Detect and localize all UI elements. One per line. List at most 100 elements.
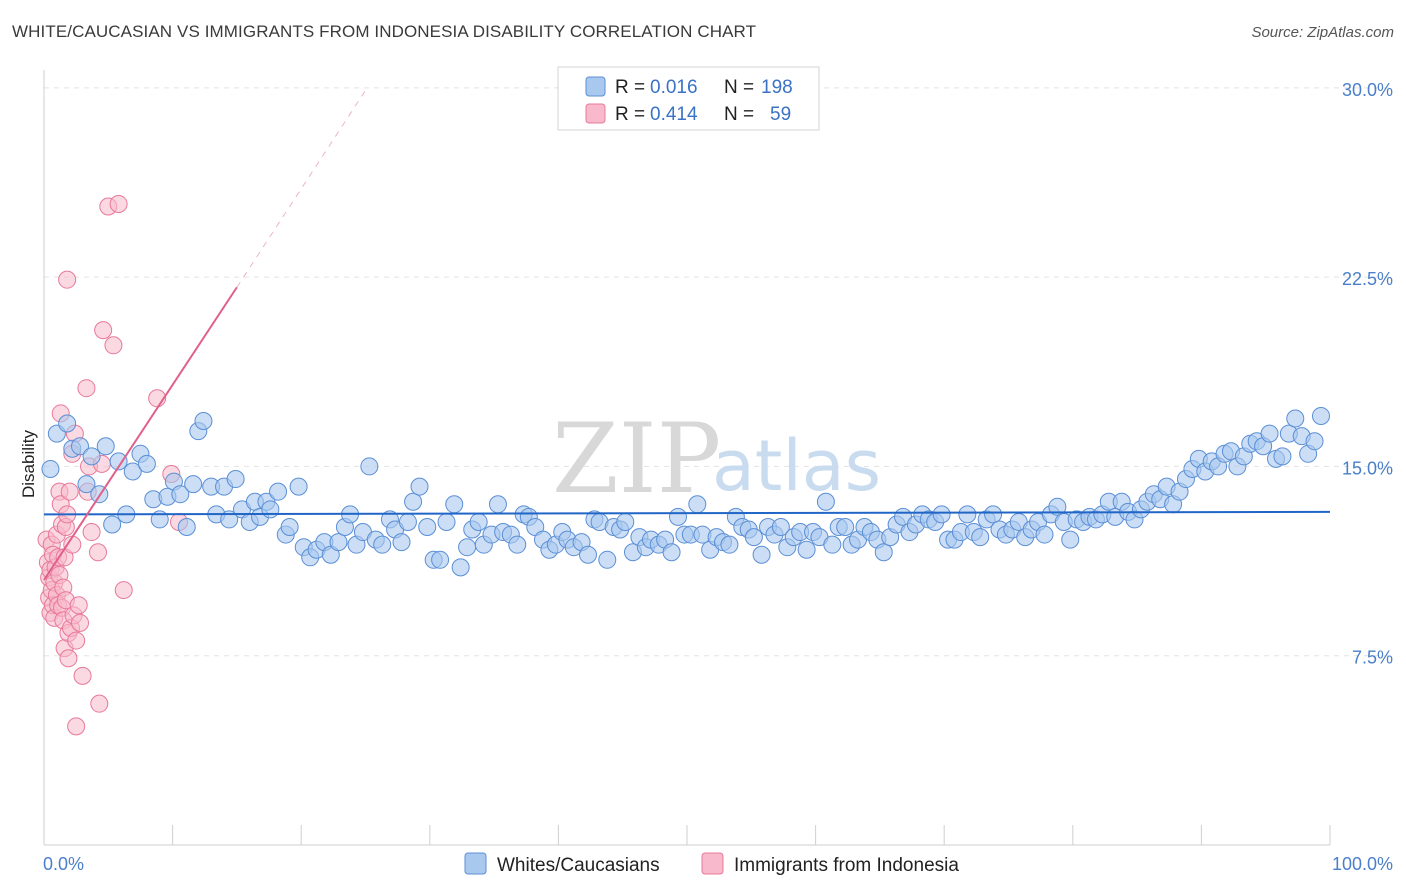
- watermark-zip: ZIP: [552, 403, 721, 515]
- data-point-whites: [77, 475, 96, 494]
- legend-swatch-pink: [585, 103, 606, 124]
- data-point-whites: [616, 512, 635, 531]
- data-point-whites: [984, 505, 1003, 524]
- data-point-whites: [1260, 424, 1279, 443]
- legend-n-label-1: N =: [724, 77, 754, 98]
- legend-r-label-2: R =: [615, 104, 645, 125]
- data-point-indonesia: [94, 321, 113, 340]
- series-legend: Whites/Caucasians Immigrants from Indone…: [464, 852, 959, 876]
- data-point-whites: [1311, 406, 1330, 425]
- legend-r-label-1: R =: [615, 77, 645, 98]
- legend-swatch-blue: [585, 76, 606, 97]
- data-point-whites: [220, 510, 239, 529]
- data-point-whites: [445, 495, 464, 514]
- data-point-whites: [823, 535, 842, 554]
- data-point-whites: [578, 545, 597, 564]
- data-point-whites: [96, 437, 115, 456]
- data-point-whites: [797, 540, 816, 559]
- data-point-whites: [269, 482, 288, 501]
- x-tick-marks: [172, 825, 1331, 845]
- data-point-whites: [1048, 497, 1067, 516]
- data-point-indonesia: [89, 543, 108, 562]
- trend-line-whites: [43, 510, 1331, 516]
- data-point-indonesia: [90, 694, 109, 713]
- data-point-whites: [668, 507, 687, 526]
- data-point-whites: [469, 512, 488, 531]
- data-point-indonesia: [67, 717, 86, 736]
- trend-line-indonesia: [43, 286, 238, 581]
- watermark: ZIP atlas: [552, 403, 881, 515]
- grid-lines: [44, 87, 1392, 657]
- data-point-whites: [82, 447, 101, 466]
- y-tick-label: 7.5%: [1352, 648, 1393, 668]
- data-point-whites: [137, 454, 156, 473]
- data-point-whites: [398, 512, 417, 531]
- data-point-whites: [1061, 530, 1080, 549]
- data-point-indonesia: [77, 379, 96, 398]
- data-point-indonesia: [73, 666, 92, 685]
- data-point-indonesia: [60, 482, 79, 501]
- data-point-whites: [458, 538, 477, 557]
- data-point-whites: [451, 558, 470, 577]
- data-point-indonesia: [71, 613, 90, 632]
- y-axis-label: Disability: [19, 429, 38, 498]
- data-point-indonesia: [82, 523, 101, 542]
- legend-r-value-2: 0.414: [650, 104, 698, 125]
- data-point-indonesia: [69, 596, 88, 615]
- data-point-whites: [771, 518, 790, 536]
- data-point-whites: [1035, 525, 1054, 544]
- data-point-whites: [508, 535, 527, 554]
- data-point-whites: [1305, 432, 1324, 451]
- source-label: Source: ZipAtlas.com: [1251, 24, 1394, 41]
- data-point-whites: [874, 543, 893, 562]
- data-point-indonesia: [114, 581, 133, 600]
- x-tick-labels: 0.0% 100.0%: [43, 854, 1393, 874]
- data-point-whites: [410, 477, 429, 496]
- y-tick-labels: 7.5% 15.0% 22.5% 30.0%: [1342, 80, 1393, 668]
- data-point-whites: [184, 475, 203, 494]
- data-point-whites: [744, 528, 763, 547]
- data-point-whites: [932, 505, 951, 524]
- x-tick-label-min: 0.0%: [43, 854, 84, 874]
- data-point-whites: [392, 533, 411, 552]
- data-point-whites: [373, 535, 392, 554]
- data-point-whites: [261, 500, 280, 519]
- data-point-whites: [688, 495, 707, 514]
- y-tick-label: 22.5%: [1342, 269, 1393, 289]
- data-point-whites: [1273, 447, 1292, 466]
- data-point-whites: [280, 518, 299, 536]
- bottom-legend-indonesia: Immigrants from Indonesia: [734, 855, 959, 876]
- data-point-whites: [431, 550, 450, 569]
- data-point-whites: [123, 462, 142, 481]
- data-point-whites: [150, 510, 169, 529]
- data-point-whites: [488, 495, 507, 514]
- data-point-whites: [103, 515, 122, 534]
- data-point-whites: [58, 414, 77, 433]
- bottom-legend-whites: Whites/Caucasians: [497, 855, 660, 876]
- y-tick-label: 30.0%: [1342, 80, 1393, 100]
- bottom-legend-swatch-blue: [464, 852, 487, 875]
- data-point-whites: [437, 512, 456, 531]
- data-point-whites: [41, 459, 60, 478]
- x-tick-label-max: 100.0%: [1332, 854, 1393, 874]
- legend-n-label-2: N =: [724, 104, 754, 125]
- series-whites-caucasians: [41, 406, 1330, 577]
- watermark-atlas: atlas: [712, 425, 881, 507]
- data-point-whites: [598, 550, 617, 569]
- trend-lines: [43, 90, 1331, 581]
- data-point-whites: [289, 477, 308, 496]
- data-point-whites: [816, 492, 835, 511]
- data-point-whites: [958, 505, 977, 524]
- bottom-legend-swatch-pink: [701, 852, 724, 875]
- data-point-whites: [404, 492, 423, 511]
- trend-extension-indonesia: [236, 90, 366, 288]
- data-point-whites: [226, 470, 245, 489]
- legend-n-value-1: 198: [761, 77, 793, 98]
- data-point-indonesia: [59, 649, 78, 668]
- data-point-indonesia: [104, 336, 123, 355]
- data-point-indonesia: [67, 631, 86, 650]
- data-point-whites: [418, 518, 437, 536]
- data-point-whites: [171, 485, 190, 504]
- data-point-whites: [836, 518, 855, 536]
